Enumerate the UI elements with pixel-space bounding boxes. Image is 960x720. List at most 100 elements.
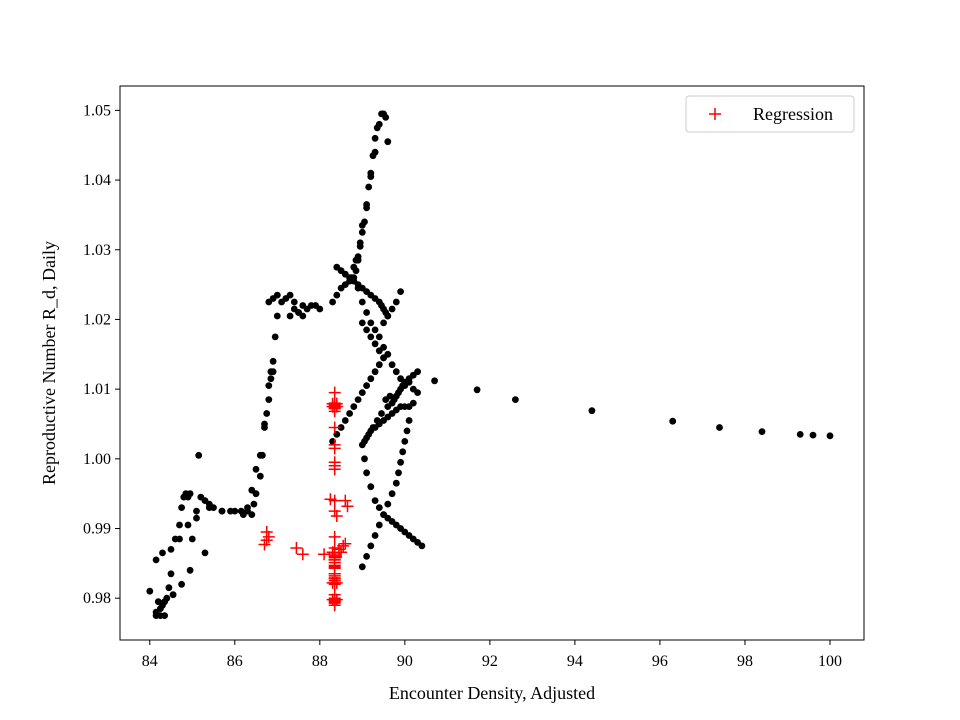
data-point: [205, 504, 213, 511]
data-point: [231, 507, 239, 515]
data-point: [167, 570, 175, 578]
data-point: [588, 407, 596, 415]
data-point: [250, 500, 258, 508]
data-point: [290, 298, 298, 306]
data-point: [367, 375, 375, 383]
regression-point: [341, 500, 354, 513]
y-tick-label: 1.02: [83, 311, 111, 328]
regression-point: [330, 510, 343, 522]
data-point: [392, 479, 400, 487]
data-point: [388, 490, 396, 498]
data-point: [380, 354, 387, 362]
data-point: [363, 469, 370, 477]
data-point: [365, 183, 373, 191]
x-tick-label: 84: [142, 653, 158, 670]
data-point: [269, 357, 277, 365]
regression-point: [330, 593, 343, 606]
data-point: [380, 511, 387, 518]
data-point: [178, 580, 186, 588]
data-point: [263, 410, 271, 417]
data-point: [176, 521, 183, 529]
y-tick-label: 0.99: [83, 521, 111, 538]
regression-point: [328, 572, 341, 584]
data-point: [371, 368, 379, 376]
data-point: [350, 403, 358, 410]
data-point: [369, 424, 377, 431]
data-point: [188, 535, 196, 543]
legend: Regression: [685, 95, 855, 133]
data-point: [282, 295, 290, 302]
x-tick-label: 86: [227, 653, 243, 670]
data-point: [295, 309, 302, 316]
data-point: [356, 242, 364, 250]
data-point: [337, 424, 345, 431]
data-point: [365, 431, 373, 438]
regression-point: [330, 400, 343, 413]
data-point: [796, 431, 804, 438]
data-point: [371, 532, 379, 539]
data-point: [329, 298, 336, 306]
legend-box: [685, 95, 855, 133]
data-point: [358, 389, 366, 396]
data-point: [361, 438, 368, 445]
data-point: [273, 312, 281, 320]
data-point: [380, 319, 387, 327]
data-point: [363, 382, 370, 389]
regression-point: [328, 463, 341, 476]
regression-point: [328, 421, 341, 434]
data-point: [178, 504, 186, 511]
data-point: [352, 267, 360, 275]
data-point: [286, 312, 294, 320]
x-axis-label: Encounter Density, Adjusted: [389, 683, 595, 703]
data-point: [152, 556, 160, 564]
data-point: [218, 507, 226, 515]
data-point: [716, 424, 723, 431]
data-point: [358, 563, 366, 571]
data-point: [161, 598, 169, 606]
regression-point: [328, 530, 341, 543]
data-point: [271, 333, 279, 341]
data-point: [354, 396, 362, 403]
data-point: [378, 410, 385, 417]
data-point: [371, 134, 379, 142]
data-point: [371, 326, 379, 334]
data-point: [367, 173, 375, 181]
data-point: [373, 417, 381, 424]
data-point: [299, 302, 307, 309]
y-tick-label: 0.98: [83, 590, 111, 607]
data-point: [248, 511, 256, 518]
data-point: [265, 382, 273, 389]
data-point: [384, 138, 392, 146]
data-point: [256, 451, 264, 459]
data-point: [157, 605, 164, 612]
legend-marker-regression: [709, 108, 721, 120]
data-point: [384, 312, 392, 320]
data-point: [341, 417, 349, 424]
data-point: [363, 553, 370, 560]
data-point: [201, 549, 209, 557]
data-point: [193, 514, 200, 522]
data-point: [375, 504, 383, 511]
data-point: [375, 347, 383, 355]
regression-point: [324, 493, 337, 506]
plot-frame: [119, 85, 865, 641]
x-tick-label: 88: [312, 653, 328, 670]
data-point: [386, 392, 394, 400]
data-point: [358, 298, 366, 306]
series-layer: [146, 110, 834, 619]
y-tick-label: 1.00: [83, 451, 111, 468]
x-tick-label: 100: [818, 653, 842, 670]
x-tick-label: 92: [482, 653, 498, 670]
regression-point: [328, 386, 341, 399]
data-point: [473, 386, 481, 394]
regression-point: [326, 546, 339, 559]
data-point: [418, 542, 426, 550]
data-point: [186, 566, 194, 574]
data-point: [414, 389, 421, 396]
data-point: [248, 486, 256, 494]
data-point: [358, 319, 366, 327]
data-point: [388, 361, 396, 369]
data-point: [239, 511, 247, 518]
data-point: [399, 448, 407, 456]
data-point: [403, 427, 411, 435]
